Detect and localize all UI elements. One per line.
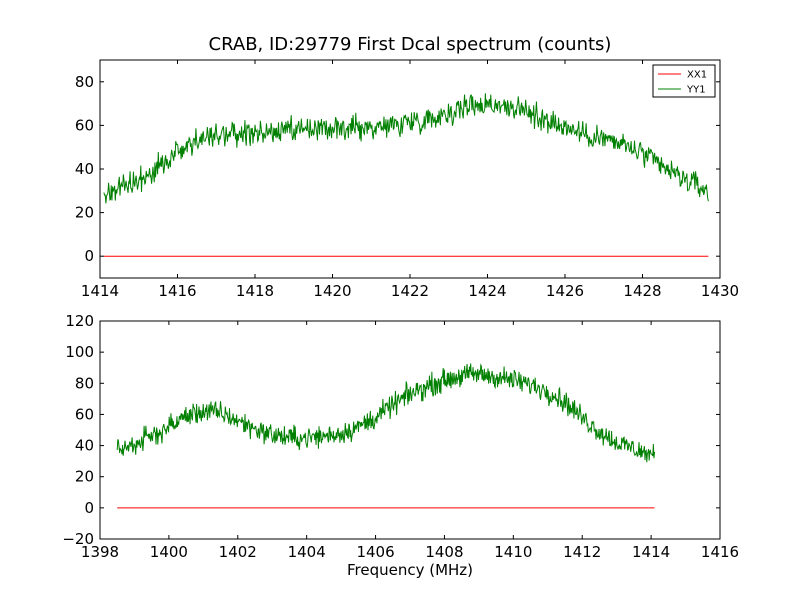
axes-frame: [99, 59, 721, 279]
y-tick-label: 20: [75, 468, 94, 486]
chart-title: CRAB, ID:29779 First Dcal spectrum (coun…: [208, 34, 612, 55]
x-tick-label: 1430: [701, 282, 739, 300]
x-tick-label: 1408: [425, 543, 463, 561]
x-tick-label: 1428: [623, 282, 661, 300]
y-tick-label: 120: [65, 312, 94, 330]
x-tick-label: 1412: [563, 543, 601, 561]
x-tick-label: 1416: [158, 282, 196, 300]
x-tick-label: 1420: [313, 282, 351, 300]
y-tick-label: 40: [75, 437, 94, 455]
top-panel: 1414 1416 1418 1420 1422 1424 1426 1428 1430 0 20 4…: [75, 59, 739, 300]
x-tick-label: 1404: [288, 543, 326, 561]
x-tick-label: 1418: [236, 282, 274, 300]
x-tick-label: 1414: [632, 543, 670, 561]
legend-label-yy1: YY1: [686, 85, 706, 96]
y-tick-label: 0: [84, 499, 94, 517]
y-tick-label: 60: [75, 116, 94, 134]
bottom-panel: 1398 1400 1402 1404 1406 1408 1410 1412 1414 1416…: [62, 312, 739, 561]
x-tick-label: 1400: [150, 543, 188, 561]
series-line-yy1: [116, 363, 656, 463]
x-tick-label: 1410: [494, 543, 532, 561]
y-tick-label: 80: [75, 374, 94, 392]
legend-box: [652, 64, 716, 98]
x-tick-label: 1414: [81, 282, 119, 300]
y-tick-label: 100: [65, 343, 94, 361]
y-tick-label: 20: [75, 204, 94, 222]
x-tick-label: 1406: [356, 543, 394, 561]
x-tick-label: 1426: [546, 282, 584, 300]
y-tick-label: 40: [75, 160, 94, 178]
y-tick-label: 60: [75, 405, 94, 423]
x-axis-label: Frequency (MHz): [346, 561, 474, 579]
x-tick-label: 1422: [391, 282, 429, 300]
legend-label-xx1: XX1: [687, 70, 707, 81]
x-tick-label: 1424: [468, 282, 506, 300]
series-line-yy1: [103, 93, 709, 204]
y-tick-label: 0: [84, 247, 94, 265]
x-tick-label: 1398: [81, 543, 119, 561]
y-tick-label: 80: [75, 73, 94, 91]
x-tick-label: 1416: [701, 543, 739, 561]
x-tick-label: 1402: [219, 543, 257, 561]
y-tick-label: −20: [62, 530, 94, 548]
axes-frame: [99, 320, 721, 540]
